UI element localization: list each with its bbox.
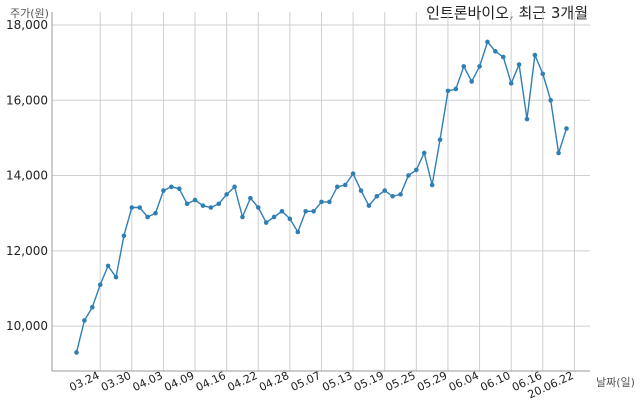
x-tick-label: 05.19 xyxy=(352,369,386,394)
data-point xyxy=(398,192,403,197)
data-point xyxy=(327,199,332,205)
data-point xyxy=(556,150,561,156)
data-point xyxy=(564,126,569,131)
data-point xyxy=(421,150,427,156)
data-point xyxy=(453,86,459,92)
chart-title: 인트론바이오, 최근 3개월 xyxy=(426,4,588,22)
data-point xyxy=(200,203,206,208)
data-point xyxy=(169,184,174,190)
data-point xyxy=(153,210,158,216)
x-tick-labels: 03.2403.3004.0304.0904.1604.2204.2805.07… xyxy=(67,369,575,401)
data-point xyxy=(105,263,111,269)
data-point xyxy=(129,205,135,210)
data-point xyxy=(208,205,214,210)
data-point xyxy=(145,214,150,220)
data-point xyxy=(382,188,388,193)
data-point xyxy=(161,188,166,193)
x-tick-label: 05.25 xyxy=(384,369,418,394)
data-point xyxy=(176,186,182,192)
y-tick-label: 10,000 xyxy=(6,319,48,333)
data-point xyxy=(121,233,127,239)
data-point xyxy=(548,97,553,103)
data-point xyxy=(97,282,103,287)
data-point xyxy=(342,182,348,188)
x-tick-label: 05.29 xyxy=(415,369,449,394)
axes xyxy=(51,12,590,372)
x-tick-label: 04.09 xyxy=(162,369,196,394)
data-point xyxy=(414,167,419,173)
data-point xyxy=(508,81,514,86)
data-point xyxy=(295,229,301,235)
data-point xyxy=(350,171,356,176)
data-point xyxy=(224,192,229,197)
data-point xyxy=(113,274,119,280)
x-axis-label: 날짜(일) xyxy=(596,375,635,389)
data-point xyxy=(477,64,482,69)
data-point xyxy=(469,79,474,84)
data-point xyxy=(216,201,222,207)
y-tick-label: 12,000 xyxy=(6,244,48,258)
data-point xyxy=(303,209,308,214)
data-points xyxy=(74,39,569,355)
data-point xyxy=(263,220,269,225)
data-point xyxy=(279,209,285,214)
x-tick-label: 05.13 xyxy=(320,369,354,394)
data-point xyxy=(406,173,411,178)
x-tick-label: 04.22 xyxy=(225,369,259,394)
data-point xyxy=(248,195,253,201)
x-tick-label: 03.30 xyxy=(99,369,133,394)
y-tick-label: 14,000 xyxy=(6,169,48,183)
data-point xyxy=(540,71,546,77)
data-point xyxy=(532,52,538,58)
x-tick-label: 06.04 xyxy=(447,369,481,394)
data-point xyxy=(374,193,380,199)
data-point xyxy=(500,54,506,60)
data-point xyxy=(461,64,467,69)
grid xyxy=(52,12,590,371)
data-point xyxy=(445,88,451,94)
data-point xyxy=(74,350,79,355)
x-tick-label: 05.07 xyxy=(289,369,323,394)
y-tick-label: 18,000 xyxy=(6,18,48,32)
data-point xyxy=(493,49,498,54)
data-point xyxy=(524,116,530,122)
data-point xyxy=(429,182,435,188)
data-point xyxy=(192,197,198,203)
data-point xyxy=(90,304,95,310)
data-point xyxy=(271,214,277,220)
data-point xyxy=(255,205,261,210)
data-point xyxy=(516,62,522,67)
data-point xyxy=(358,188,364,193)
y-tick-labels: 10,000 12,000 14,000 16,000 18,000 xyxy=(6,18,48,333)
data-point xyxy=(137,205,143,210)
data-point xyxy=(335,184,340,190)
x-tick-label: 03.24 xyxy=(67,369,101,394)
data-point xyxy=(311,209,316,214)
x-tick-label: 04.03 xyxy=(131,369,165,394)
data-point xyxy=(366,203,372,208)
data-point xyxy=(390,193,395,199)
data-point xyxy=(232,184,237,190)
data-point xyxy=(82,318,87,323)
data-point xyxy=(184,201,190,207)
x-tick-label: 06.10 xyxy=(478,369,512,394)
data-point xyxy=(485,39,490,45)
data-point xyxy=(319,199,324,205)
x-tick-label: 04.28 xyxy=(257,369,291,394)
data-point xyxy=(437,137,443,143)
y-axis-label: 주가(원) xyxy=(10,7,49,20)
data-point xyxy=(287,216,293,222)
x-tick-label: 04.16 xyxy=(194,369,228,394)
y-tick-label: 16,000 xyxy=(6,93,48,107)
data-point xyxy=(240,214,245,220)
